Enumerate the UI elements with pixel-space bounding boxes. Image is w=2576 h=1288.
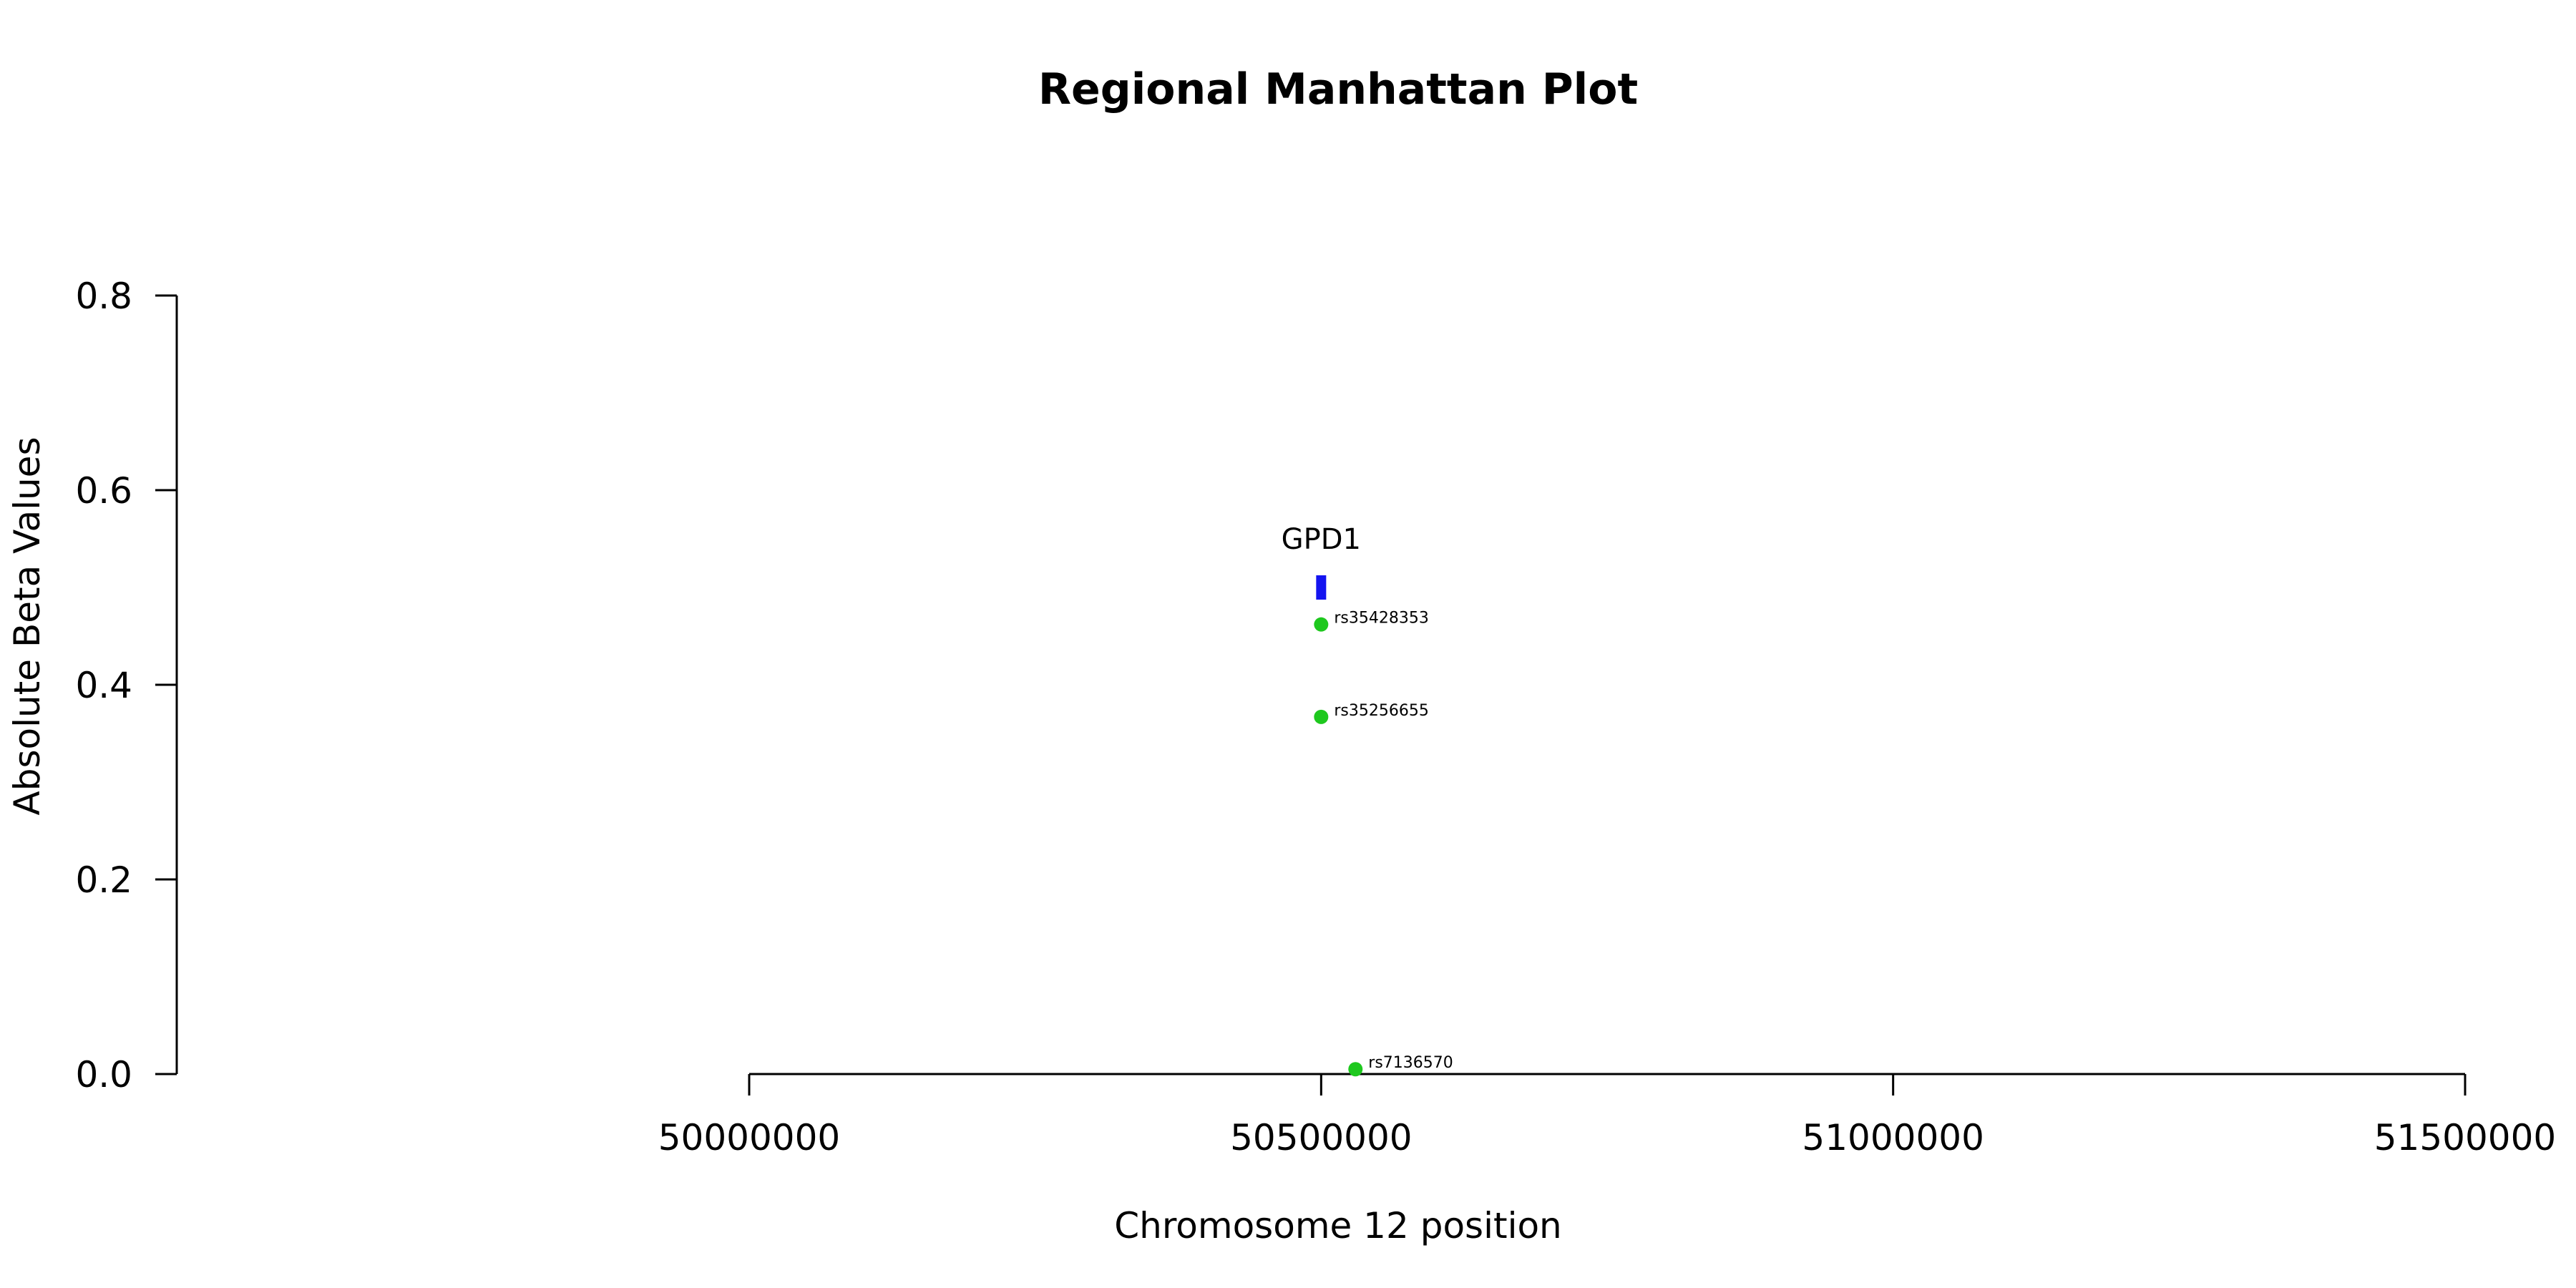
snp-label: rs35428353 <box>1334 610 1428 628</box>
y-axis-label: Absolute Beta Values <box>6 437 48 816</box>
y-axis: 0.0 0.2 0.4 0.6 0.8 <box>75 275 178 1096</box>
snp-point <box>1348 1062 1363 1077</box>
y-tick-label: 0.0 <box>75 1054 132 1096</box>
snp-point <box>1314 617 1329 632</box>
x-axis: 50000000 50500000 51000000 51500000 <box>658 1073 2557 1158</box>
x-tick-label: 50000000 <box>658 1117 841 1158</box>
snp-label: rs7136570 <box>1368 1054 1453 1072</box>
x-tick-label: 51500000 <box>2374 1117 2557 1158</box>
y-tick-label: 0.6 <box>75 470 132 512</box>
x-axis-label: Chromosome 12 position <box>1114 1205 1562 1246</box>
snp-point <box>1314 709 1329 724</box>
gene-label: GPD1 <box>1282 523 1361 556</box>
gene-bar <box>1316 575 1327 600</box>
y-tick-label: 0.2 <box>75 859 132 901</box>
chart-title: Regional Manhattan Plot <box>1038 64 1638 114</box>
x-tick-label: 51000000 <box>1802 1117 1984 1158</box>
y-tick-label: 0.4 <box>75 665 132 706</box>
snp-label: rs35256655 <box>1334 702 1428 720</box>
x-tick-label: 50500000 <box>1230 1117 1413 1158</box>
y-tick-label: 0.8 <box>75 275 132 317</box>
gene-track: GPD1 <box>1282 523 1361 600</box>
snp-points: rs35428353 rs35256655 rs7136570 <box>1314 610 1453 1077</box>
